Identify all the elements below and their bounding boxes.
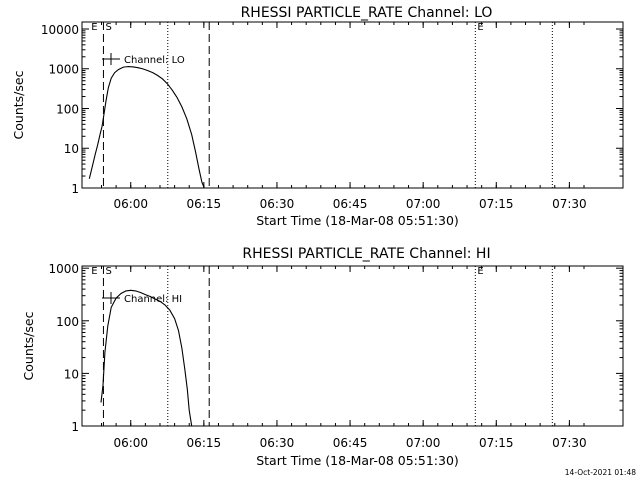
panel-2-marker-label-S: S	[105, 266, 111, 277]
panel-1-y-tick-label: 100	[56, 102, 79, 116]
panel-2-x-tick-label: 06:15	[187, 436, 222, 450]
panel-2-x-tick-label: 07:15	[479, 436, 514, 450]
panel-1-legend-label: Channel: LO	[124, 55, 185, 66]
panel-2-series-line	[100, 289, 193, 427]
panel-1-x-tick-label: 07:30	[552, 197, 587, 211]
panel-1-x-tick-label: 07:00	[406, 197, 441, 211]
panel-2-y-tick-label: 1	[71, 420, 79, 434]
panel-2-y-tick-label: 1000	[48, 262, 79, 276]
panel-2-x-tick-label: 07:00	[406, 436, 441, 450]
panel-2-axes-frame	[81, 265, 624, 427]
panel-1-x-tick-label: 07:15	[479, 197, 514, 211]
panel-1-y-tick-label: 1000	[48, 63, 79, 77]
panel-2-title: RHESSI PARTICLE_RATE Channel: HI	[242, 246, 490, 262]
panel-2-marker-label-E: E	[477, 266, 483, 277]
panel-2-y-tick-label: 10	[64, 367, 79, 381]
panel-2-x-tick-label: 06:00	[113, 436, 148, 450]
panel-2-legend-label: Channel: HI	[124, 294, 182, 305]
panel-2-x-axis-label: Start Time (18-Mar-08 05:51:30)	[256, 453, 459, 468]
panel-2-x-tick-label: 07:30	[552, 436, 587, 450]
panel-1-marker-label-E: E	[91, 22, 97, 33]
panel-1-series-line	[88, 66, 205, 189]
panel-1-axes-frame	[81, 21, 624, 189]
panel-1-x-tick-label: 06:00	[113, 197, 148, 211]
panel-1-y-axis-label: Counts/sec	[11, 70, 26, 139]
panel-2-x-tick-label: 06:45	[333, 436, 368, 450]
panel-1-y-tick-label: 10000	[41, 23, 79, 37]
panel-2-y-tick-label: 100	[56, 315, 79, 329]
panel-1-x-axis-label: Start Time (18-Mar-08 05:51:30)	[256, 213, 459, 228]
panel-1-x-tick-label: 06:45	[333, 197, 368, 211]
panel-1-y-tick-label: 10	[64, 142, 79, 156]
panel-1-x-tick-label: 06:15	[187, 197, 222, 211]
panel-1-title: RHESSI PARTICLE_RATE Channel: LO	[241, 5, 493, 21]
panel-1-marker-label-S: S	[105, 22, 111, 33]
panel-2-x-tick-label: 06:30	[260, 436, 295, 450]
panel-1-y-tick-label: 1	[71, 182, 79, 196]
panel-2-marker-label-E: E	[91, 266, 97, 277]
panel-1-x-tick-label: 06:30	[260, 197, 295, 211]
panel-1-marker-label-E: E	[477, 22, 483, 33]
panel-2-y-axis-label: Counts/sec	[21, 311, 36, 380]
plot-timestamp: 14-Oct-2021 01:48	[565, 468, 636, 477]
